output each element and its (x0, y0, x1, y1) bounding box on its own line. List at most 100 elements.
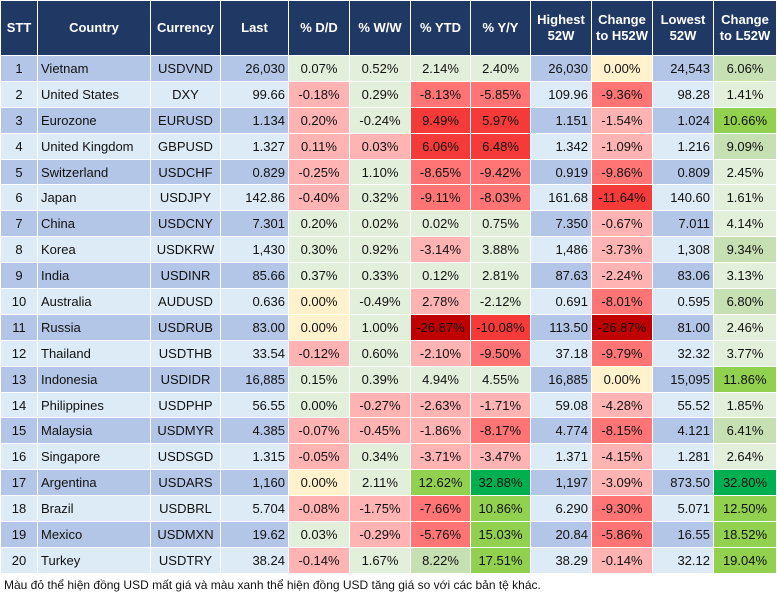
cell-currency: USDCNY (150, 210, 221, 238)
cell-country: Japan (37, 184, 151, 212)
cell-ww: -0.24% (349, 106, 411, 134)
cell-currency: AUDUSD (150, 288, 221, 315)
table-row: 18 Brazil USDBRL 5.704 -0.08% -1.75% -7.66% 10.… (0, 495, 777, 523)
cell-stt: 8 (0, 236, 38, 264)
cell-ch: -4.28% (591, 391, 653, 419)
cell-dd: -0.08% (288, 495, 350, 523)
cell-dd: 0.20% (288, 106, 350, 134)
cell-yy: 2.81% (470, 262, 531, 290)
cell-last: 16,885 (220, 365, 289, 393)
cell-currency: USDBRL (150, 495, 221, 523)
cell-high: 1,486 (530, 236, 592, 264)
cell-stt: 14 (0, 391, 38, 419)
cell-currency: USDVND (150, 55, 221, 82)
cell-low: 1.281 (652, 443, 714, 471)
cell-currency: USDTRY (150, 546, 221, 574)
cell-yy: -5.85% (470, 80, 531, 108)
cell-low: 5.071 (652, 495, 714, 523)
cell-cl: 1.85% (713, 391, 777, 419)
cell-stt: 10 (0, 288, 38, 315)
table-row: 13 Indonesia USDIDR 16,885 0.15% 0.39% 4.94% 4.… (0, 365, 777, 393)
cell-low: 24,543 (652, 55, 714, 82)
cell-ytd: -3.71% (410, 443, 471, 471)
cell-country: Eurozone (37, 106, 151, 134)
cell-dd: -0.05% (288, 443, 350, 471)
cell-currency: USDPHP (150, 391, 221, 419)
cell-ch: -8.01% (591, 288, 653, 315)
table-row: 6 Japan USDJPY 142.86 -0.40% 0.32% -9.11% -8.03… (0, 184, 777, 212)
cell-yy: -8.03% (470, 184, 531, 212)
cell-country: Vietnam (37, 55, 151, 82)
cell-country: Australia (37, 288, 151, 315)
cell-stt: 6 (0, 184, 38, 212)
cell-ytd: 2.14% (410, 55, 471, 82)
table-row: 15 Malaysia USDMYR 4.385 -0.07% -0.45% -1.86% -… (0, 417, 777, 445)
header-change-l52: Change to L52W (713, 0, 777, 56)
table-row: 12 Thailand USDTHB 33.54 -0.12% 0.60% -2.10% -9… (0, 339, 777, 367)
table-row: 16 Singapore USDSGD 1.315 -0.05% 0.34% -3.71% -… (0, 443, 777, 471)
cell-stt: 7 (0, 210, 38, 238)
cell-last: 56.55 (220, 391, 289, 419)
cell-cl: 1.61% (713, 184, 777, 212)
header-ww: % W/W (349, 0, 411, 56)
cell-dd: 0.07% (288, 55, 350, 82)
cell-dd: 0.20% (288, 210, 350, 238)
header-ytd: % YTD (410, 0, 471, 56)
cell-ch: -3.09% (591, 469, 653, 497)
cell-ww: 0.34% (349, 443, 411, 471)
cell-dd: 0.00% (288, 288, 350, 315)
cell-ch: -1.09% (591, 132, 653, 160)
cell-country: Indonesia (37, 365, 151, 393)
cell-high: 109.96 (530, 80, 592, 108)
cell-low: 32.12 (652, 546, 714, 574)
cell-stt: 16 (0, 443, 38, 471)
cell-low: 83.06 (652, 262, 714, 290)
cell-ww: 0.39% (349, 365, 411, 393)
cell-ch: -9.79% (591, 339, 653, 367)
cell-ytd: 2.78% (410, 288, 471, 315)
cell-currency: GBPUSD (150, 132, 221, 160)
cell-ytd: 0.02% (410, 210, 471, 238)
cell-stt: 18 (0, 495, 38, 523)
cell-ytd: 9.49% (410, 106, 471, 134)
cell-country: Brazil (37, 495, 151, 523)
table-row: 7 China USDCNY 7.301 0.20% 0.02% 0.02% 0.75% 7.3… (0, 210, 777, 238)
cell-ww: 0.29% (349, 80, 411, 108)
cell-cl: 6.41% (713, 417, 777, 445)
cell-currency: USDKRW (150, 236, 221, 264)
cell-cl: 2.64% (713, 443, 777, 471)
cell-dd: 0.11% (288, 132, 350, 160)
table-row: 3 Eurozone EURUSD 1.134 0.20% -0.24% 9.49% 5.97… (0, 106, 777, 134)
cell-high: 16,885 (530, 365, 592, 393)
cell-ww: 1.67% (349, 546, 411, 574)
cell-country: Russia (37, 313, 151, 341)
cell-cl: 9.34% (713, 236, 777, 264)
table-row: 2 United States DXY 99.66 -0.18% 0.29% -8.13% -… (0, 80, 777, 108)
cell-currency: DXY (150, 80, 221, 108)
cell-yy: 10.86% (470, 495, 531, 523)
cell-ytd: -5.76% (410, 521, 471, 548)
cell-ww: 0.60% (349, 339, 411, 367)
cell-country: India (37, 262, 151, 290)
cell-last: 0.636 (220, 288, 289, 315)
cell-ytd: 0.12% (410, 262, 471, 290)
cell-low: 0.595 (652, 288, 714, 315)
cell-ch: 0.00% (591, 365, 653, 393)
cell-ytd: -2.63% (410, 391, 471, 419)
cell-cl: 18.52% (713, 521, 777, 548)
cell-low: 32.32 (652, 339, 714, 367)
cell-ytd: -26.87% (410, 313, 471, 341)
cell-high: 20.84 (530, 521, 592, 548)
cell-dd: 0.30% (288, 236, 350, 264)
cell-yy: -10.08% (470, 313, 531, 341)
currency-table: STT Country Currency Last% D/D% W/W% YTD% Y… (0, 0, 777, 574)
cell-cl: 4.14% (713, 210, 777, 238)
cell-ch: -26.87% (591, 313, 653, 341)
cell-country: Thailand (37, 339, 151, 367)
table-row: 4 United Kingdom GBPUSD 1.327 0.11% 0.03% 6.06… (0, 132, 777, 160)
cell-currency: USDMYR (150, 417, 221, 445)
cell-dd: 0.00% (288, 391, 350, 419)
cell-last: 5.704 (220, 495, 289, 523)
cell-high: 59.08 (530, 391, 592, 419)
cell-last: 1.315 (220, 443, 289, 471)
